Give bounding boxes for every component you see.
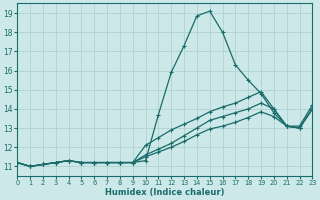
X-axis label: Humidex (Indice chaleur): Humidex (Indice chaleur)	[105, 188, 225, 197]
